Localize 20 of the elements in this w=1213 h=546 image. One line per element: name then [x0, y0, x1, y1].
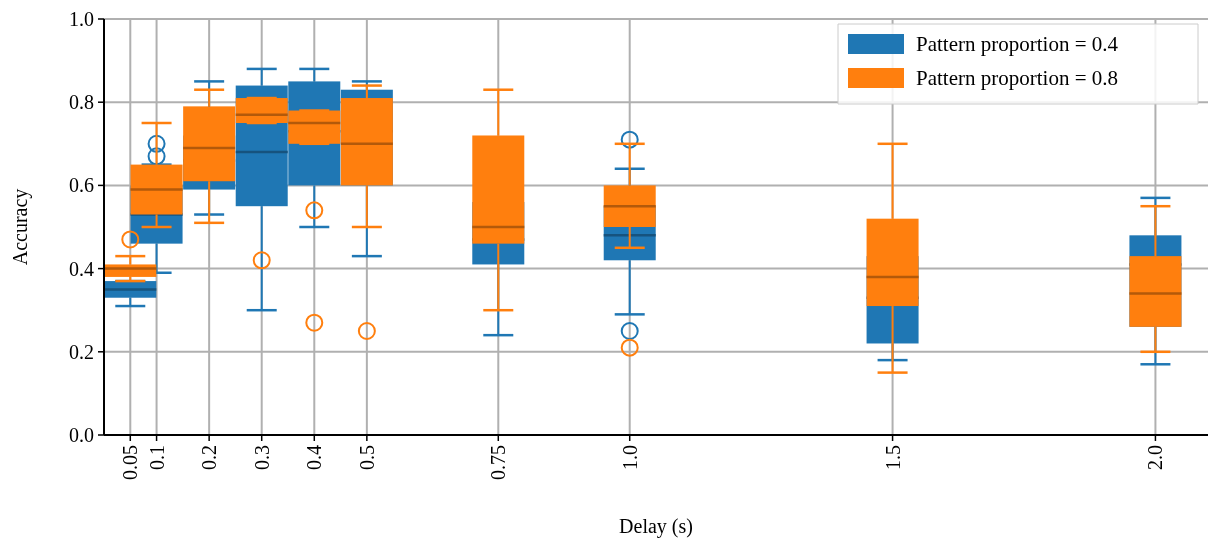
- y-tick-label: 0.2: [69, 340, 94, 363]
- x-tick-label: 0.2: [198, 445, 221, 470]
- y-tick-label: 1.0: [69, 8, 94, 30]
- x-tick-label: 0.75: [487, 445, 510, 480]
- y-tick-label: 0.4: [69, 257, 94, 280]
- x-tick-label: 1.0: [618, 445, 641, 470]
- x-tick-label: 0.4: [303, 445, 326, 470]
- legend-label: Pattern proportion = 0.8: [916, 66, 1118, 91]
- x-tick-label: 1.5: [881, 445, 904, 470]
- y-tick-label: 0.8: [69, 91, 94, 114]
- legend-label: Pattern proportion = 0.4: [916, 32, 1119, 57]
- y-axis-title: Accuracy: [9, 188, 32, 266]
- x-tick-label: 0.5: [355, 445, 378, 470]
- x-tick-label: 0.1: [145, 445, 168, 470]
- y-tick-label: 0.0: [69, 424, 94, 446]
- x-axis-title: Delay (s): [619, 515, 693, 538]
- y-tick-label: 0.6: [69, 174, 94, 197]
- x-tick-label: 0.05: [119, 445, 142, 480]
- x-tick-label: 2.0: [1144, 445, 1167, 470]
- x-tick-label: 0.3: [250, 445, 273, 470]
